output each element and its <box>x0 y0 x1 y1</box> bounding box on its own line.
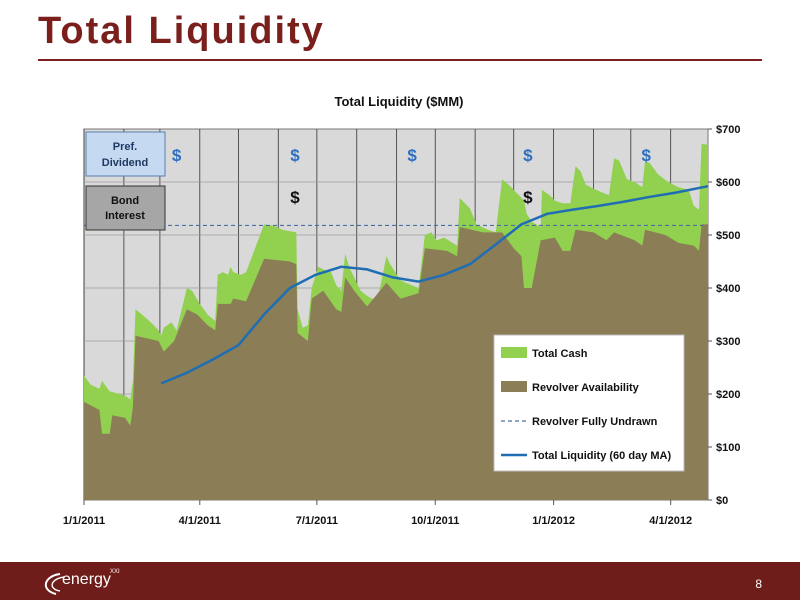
y-tick-label: $0 <box>716 495 728 507</box>
bond-interest-label-2: Interest <box>105 210 145 222</box>
page-number: 8 <box>755 577 762 591</box>
bond-interest-dollar-icon: $ <box>290 188 300 207</box>
y-tick-label: $100 <box>716 442 740 454</box>
title-divider <box>38 59 762 61</box>
footer-bar <box>0 562 800 600</box>
total-liquidity-ma-line <box>160 184 709 385</box>
logo-swoosh-icon <box>45 573 65 595</box>
pref-dividend-dollar-icon: $ <box>407 146 417 165</box>
chart-title: Total Liquidity ($MM) <box>334 94 463 109</box>
legend-swatch-revolver <box>501 381 527 392</box>
legend-label-cash: Total Cash <box>532 348 588 360</box>
slide-title: Total Liquidity <box>38 10 325 52</box>
pref-dividend-label-2: Dividend <box>102 157 148 169</box>
pref-dividend-dollar-icon: $ <box>642 146 652 165</box>
bond-interest-label-1: Bond <box>111 195 139 207</box>
x-tick-label: 1/1/2012 <box>532 515 575 527</box>
bond-interest-dollar-icon: $ <box>523 188 533 207</box>
legend: Total Cash Revolver Availability Revolve… <box>493 334 685 472</box>
pref-dividend-box: Pref. Dividend <box>85 131 166 177</box>
y-tick-label: $400 <box>716 283 740 295</box>
pref-dividend-label-1: Pref. <box>113 141 137 153</box>
pref-dividend-dollar-icon: $ <box>172 146 182 165</box>
y-tick-label: $700 <box>716 124 740 136</box>
x-tick-label: 4/1/2011 <box>179 515 221 527</box>
y-tick-label: $600 <box>716 177 740 189</box>
legend-swatch-cash <box>501 347 527 358</box>
x-tick-label: 4/1/2012 <box>649 515 692 527</box>
logo-text: energy <box>62 571 111 588</box>
pref-dividend-dollar-icon: $ <box>290 146 300 165</box>
bond-interest-box: Bond Interest <box>85 185 166 231</box>
y-tick-label: $500 <box>716 230 740 242</box>
x-tick-label: 1/1/2011 <box>63 515 105 527</box>
y-tick-label: $300 <box>716 336 740 348</box>
x-tick-label: 10/1/2011 <box>411 515 459 527</box>
pref-dividend-dollar-icon: $ <box>523 146 533 165</box>
x-tick-label: 7/1/2011 <box>296 515 338 527</box>
legend-label-revolver: Revolver Availability <box>532 382 640 394</box>
legend-label-ma: Total Liquidity (60 day MA) <box>532 450 671 462</box>
liquidity-chart: Total Liquidity ($MM) $0 $100 $200 $300 $400… <box>63 94 741 527</box>
y-tick-label: $200 <box>716 389 740 401</box>
legend-label-undrawn: Revolver Fully Undrawn <box>532 416 658 428</box>
logo-superscript: XXI <box>110 569 120 575</box>
